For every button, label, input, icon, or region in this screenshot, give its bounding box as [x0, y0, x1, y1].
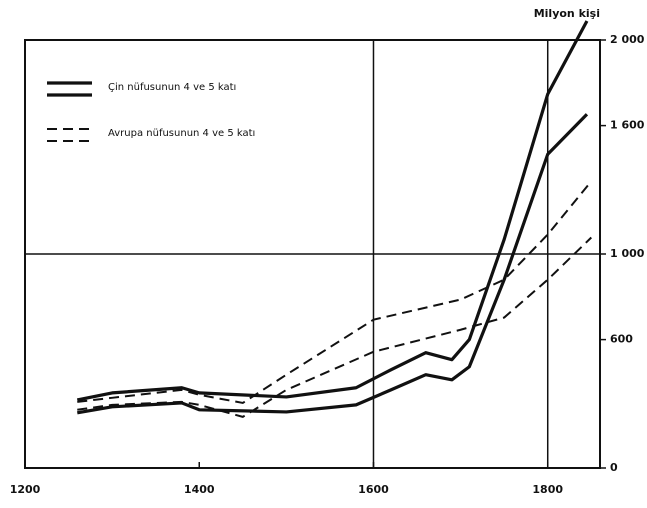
series-line — [77, 180, 593, 404]
series-line — [76, 20, 589, 402]
x-tick-label: 1200 — [10, 483, 41, 496]
y-axis-label: Milyon kişi — [534, 7, 600, 20]
series-line — [77, 113, 589, 415]
legend-label: Çin nüfusunun 4 ve 5 katı — [108, 82, 236, 93]
y-tick-label: 2 000 — [610, 33, 645, 46]
y-tick-label: 0 — [610, 461, 618, 474]
x-tick-label: 1600 — [358, 483, 389, 496]
legend-label: Avrupa nüfusunun 4 ve 5 katı — [108, 128, 255, 139]
y-tick-label: 600 — [610, 333, 633, 346]
y-tick-label: 1 600 — [610, 119, 645, 132]
x-tick-label: 1400 — [184, 483, 215, 496]
series-line — [77, 236, 592, 418]
y-tick-label: 1 000 — [610, 247, 645, 260]
x-tick-label: 1800 — [532, 483, 563, 496]
